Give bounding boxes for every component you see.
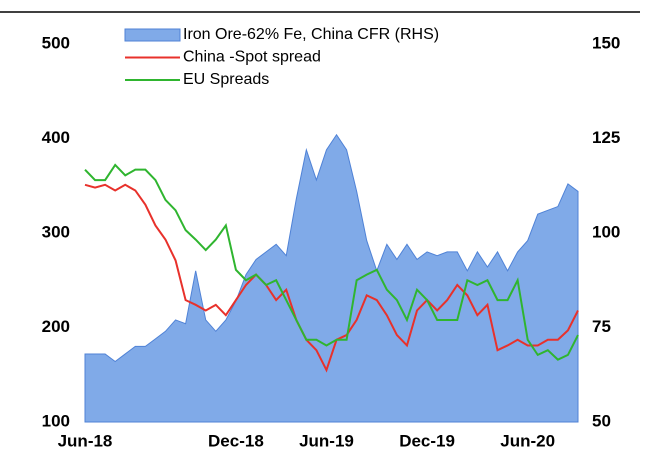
legend-label: EU Spreads [183, 71, 269, 88]
y2-tick-label: 150 [592, 33, 620, 52]
y-tick-label: 200 [42, 317, 70, 336]
y-tick-label: 100 [42, 411, 70, 430]
y2-tick-label: 100 [592, 222, 620, 241]
x-tick-label: Jun-18 [58, 431, 113, 450]
y2-tick-label: 50 [592, 411, 611, 430]
area-series [84, 133, 579, 423]
y-tick-label: 400 [42, 128, 70, 147]
y2-tick-label: 75 [592, 317, 611, 336]
legend-swatch [124, 28, 181, 42]
x-tick-label: Jun-20 [500, 431, 555, 450]
y-tick-label: 500 [42, 33, 70, 52]
x-tick-label: Dec-18 [208, 431, 264, 450]
legend-label: Iron Ore-62% Fe, China CFR (RHS) [183, 26, 439, 43]
line-series [84, 163, 579, 361]
y2-tick-label: 125 [592, 128, 620, 147]
line-series [84, 183, 579, 373]
x-tick-label: Jun-19 [299, 431, 354, 450]
x-tick-label: Dec-19 [399, 431, 455, 450]
y-tick-label: 300 [42, 222, 70, 241]
legend-label: China -Spot spread [183, 49, 321, 66]
